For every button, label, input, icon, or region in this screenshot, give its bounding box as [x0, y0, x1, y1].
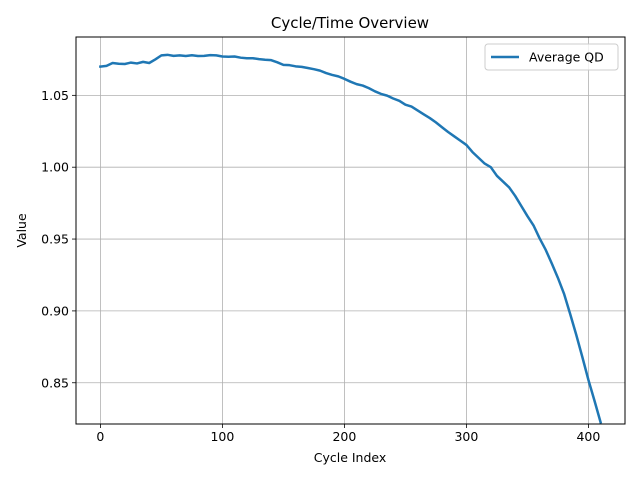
- y-tick-label: 1.00: [41, 160, 69, 175]
- y-tick-label: 0.90: [41, 303, 69, 318]
- y-tick-label: 1.05: [41, 88, 69, 103]
- x-tick-label: 0: [96, 429, 104, 444]
- x-axis-title: Cycle Index: [314, 450, 387, 465]
- legend-label-average-qd: Average QD: [529, 50, 604, 65]
- grid: [76, 37, 625, 424]
- series-layer: [99, 53, 603, 424]
- y-axis-title: Value: [14, 213, 29, 248]
- plot-area: [75, 36, 626, 425]
- y-tick-label: 0.95: [41, 232, 69, 247]
- x-tick-label: 300: [454, 429, 478, 444]
- x-tick-label: 400: [576, 429, 600, 444]
- y-tick-label: 0.85: [41, 375, 69, 390]
- ticks: 0 100 200 300 400 0.85 0.90 0.95 1.00 1.05: [41, 88, 600, 444]
- legend: Average QD: [484, 43, 619, 71]
- legend-box: [484, 43, 619, 71]
- x-tick-label: 200: [332, 429, 356, 444]
- series-line-average-qd: [99, 53, 603, 424]
- chart-title: Cycle/Time Overview: [271, 14, 429, 32]
- x-tick-label: 100: [210, 429, 234, 444]
